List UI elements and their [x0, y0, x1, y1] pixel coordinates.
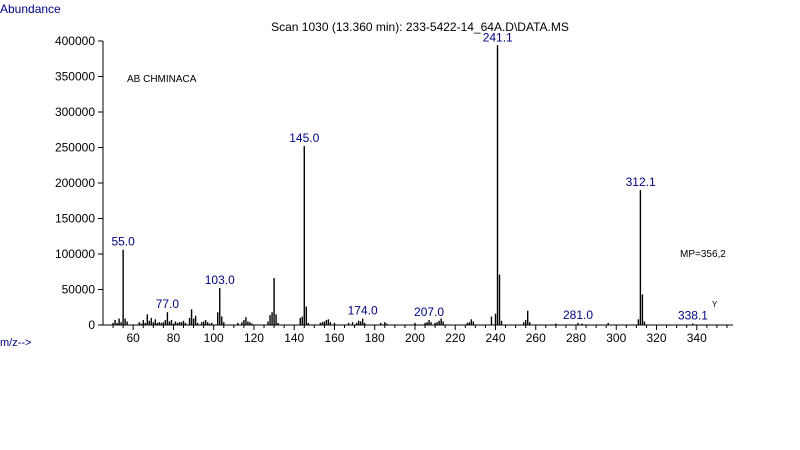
x-tick-label: 160 [324, 331, 344, 345]
y-tick-label: 200000 [55, 176, 95, 190]
y-axis-label: Abundance [0, 2, 61, 16]
compound-annotation: AB CHMINACA [127, 74, 197, 85]
spectrum-peaks [112, 45, 694, 325]
peak-label: 312.1 [626, 175, 656, 189]
y-tick-label: 150000 [55, 212, 95, 226]
peak-label: 174.0 [348, 304, 378, 318]
y-tick-label: 100000 [55, 247, 95, 261]
y-tick-label: 50000 [62, 283, 96, 297]
x-tick-label: 80 [167, 331, 181, 345]
y-tick-label: 250000 [55, 141, 95, 155]
x-tick-label: 140 [284, 331, 304, 345]
peak-label: 207.0 [414, 305, 444, 319]
peak-label: 55.0 [111, 235, 135, 249]
y-axis: 0 50000 100000 150000 200000 250000 300000 3500… [55, 34, 104, 332]
x-tick-label: 300 [606, 331, 626, 345]
x-tick-label: 320 [646, 331, 666, 345]
y-tick-label: 300000 [55, 105, 95, 119]
peak-labels: 55.0 77.0 103.0 145.0 174.0 207.0 241.1 281.0 31… [111, 30, 708, 322]
x-tick-label: 120 [244, 331, 264, 345]
x-tick-label: 240 [485, 331, 505, 345]
x-tick-label: 340 [687, 331, 707, 345]
chart-title: Scan 1030 (13.360 min): 233-5422-14_64A.… [271, 20, 569, 34]
x-axis-label: m/z--> [0, 337, 31, 349]
mp-annotation: MP=356,2 [680, 249, 726, 260]
x-tick-label: 200 [405, 331, 425, 345]
y-tick-label: 0 [88, 318, 95, 332]
mark-annotation: Y [712, 300, 718, 309]
x-tick-label: 100 [204, 331, 224, 345]
peak-label: 103.0 [205, 273, 235, 287]
peak-label: 241.1 [483, 30, 513, 44]
x-tick-label: 180 [365, 331, 385, 345]
x-tick-label: 60 [127, 331, 141, 345]
x-axis: 60 80 100 120 140 160 180 200 220 240 260 280 300 320… [103, 324, 733, 345]
peak-label: 77.0 [156, 297, 180, 311]
peak-label: 145.0 [289, 131, 319, 145]
x-tick-label: 260 [526, 331, 546, 345]
y-tick-label: 400000 [55, 34, 95, 48]
peak-label: 338.1 [678, 309, 708, 323]
x-tick-label: 280 [566, 331, 586, 345]
peak-label: 281.0 [563, 308, 593, 322]
y-tick-label: 350000 [55, 70, 95, 84]
x-tick-label: 220 [445, 331, 465, 345]
